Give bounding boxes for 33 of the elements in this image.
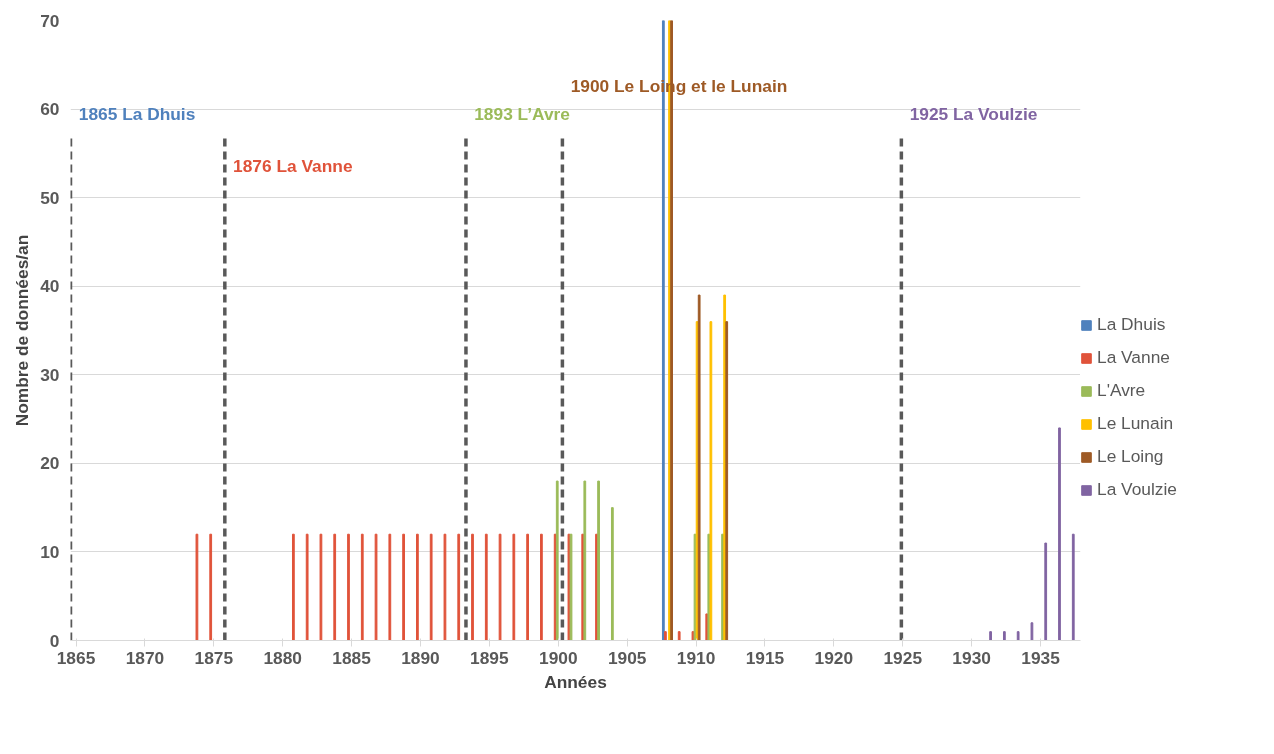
x-tick-label: 1935 [1021,647,1061,668]
y-axis-title: Nombre de données/an [12,234,33,427]
legend-label: L'Avre [1097,380,1146,401]
x-tick-label: 1875 [194,647,234,668]
x-tick-label: 1930 [952,647,991,668]
x-tick-label: 1880 [263,647,302,668]
y-tick-label: 70 [40,10,60,31]
ref-line-label: 1876 La Vanne [233,156,353,177]
legend-label: Le Lunain [1097,413,1174,434]
legend-label: La Dhuis [1097,314,1166,335]
y-tick-label: 40 [40,276,60,297]
x-tick-label: 1910 [676,647,716,668]
x-tick-label: 1885 [332,647,372,668]
ref-line-label: 1893 L’Avre [474,103,571,124]
y-tick-label: 50 [40,187,60,208]
x-tick-label: 1895 [470,647,510,668]
x-tick-label: 1905 [607,647,647,668]
y-tick-label: 20 [40,453,60,474]
x-tick-label: 1890 [401,647,440,668]
ref-line-label: 1865 La Dhuis [78,103,196,124]
legend-label: La Voulzie [1097,479,1177,500]
legend-label: La Vanne [1097,347,1170,368]
x-tick-label: 1870 [125,647,165,668]
x-tick-label: 1920 [814,647,854,668]
ref-line-label: 1925 La Voulzie [909,103,1038,124]
x-tick-label: 1915 [745,647,785,668]
y-tick-label: 10 [40,541,60,562]
x-tick-label: 1900 [539,647,578,668]
x-axis-title: Années [544,671,607,692]
legend-label: Le Loing [1097,446,1164,467]
y-tick-label: 30 [40,364,60,385]
y-tick-label: 60 [40,99,60,120]
x-tick-label: 1925 [883,647,923,668]
